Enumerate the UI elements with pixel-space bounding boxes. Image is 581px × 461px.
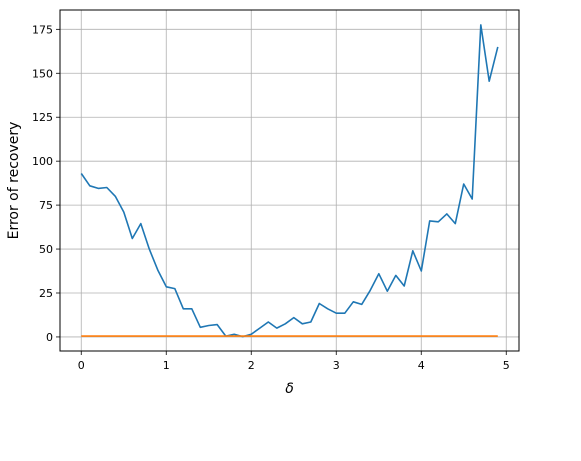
x-tick-label: 1: [163, 359, 170, 372]
y-tick-label: 50: [39, 243, 53, 256]
y-tick-label: 0: [46, 331, 53, 344]
y-tick-label: 75: [39, 199, 53, 212]
y-tick-label: 125: [32, 111, 53, 124]
y-tick-label: 100: [32, 155, 53, 168]
series-line-1: [80, 24, 499, 338]
y-tick-label: 175: [32, 23, 53, 36]
x-axis-label: δ: [285, 381, 294, 397]
x-tick-label: 3: [333, 359, 340, 372]
grid: [60, 10, 519, 351]
plot-frame: [59, 9, 520, 352]
y-axis-label: Error of recovery: [6, 122, 22, 240]
x-tick-label: 5: [503, 359, 510, 372]
y-tick-label: 150: [32, 67, 53, 80]
x-tick-label: 4: [418, 359, 425, 372]
x-tick-label: 0: [78, 359, 85, 372]
series-layer: [80, 24, 499, 338]
x-tick-label: 2: [248, 359, 255, 372]
y-tick-label: 25: [39, 287, 53, 300]
